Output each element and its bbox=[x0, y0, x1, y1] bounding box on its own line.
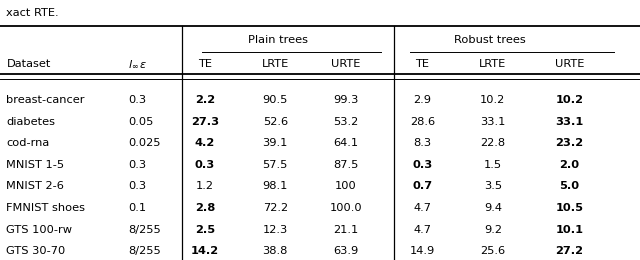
Text: 100.0: 100.0 bbox=[330, 203, 362, 213]
Text: URTE: URTE bbox=[331, 59, 360, 69]
Text: 33.1: 33.1 bbox=[556, 117, 584, 127]
Text: MNIST 2-6: MNIST 2-6 bbox=[6, 181, 64, 191]
Text: 64.1: 64.1 bbox=[333, 138, 358, 148]
Text: 10.2: 10.2 bbox=[556, 95, 584, 105]
Text: cod-rna: cod-rna bbox=[6, 138, 50, 148]
Text: 52.6: 52.6 bbox=[262, 117, 288, 127]
Text: Plain trees: Plain trees bbox=[248, 35, 308, 45]
Text: Robust trees: Robust trees bbox=[454, 35, 525, 45]
Text: 21.1: 21.1 bbox=[333, 225, 358, 235]
Text: 9.2: 9.2 bbox=[484, 225, 502, 235]
Text: GTS 30-70: GTS 30-70 bbox=[6, 246, 66, 256]
Text: 98.1: 98.1 bbox=[262, 181, 288, 191]
Text: 25.6: 25.6 bbox=[480, 246, 506, 256]
Text: Dataset: Dataset bbox=[6, 59, 51, 69]
Text: 8/255: 8/255 bbox=[128, 246, 161, 256]
Text: 3.5: 3.5 bbox=[484, 181, 502, 191]
Text: $l_{\infty}\,\epsilon$: $l_{\infty}\,\epsilon$ bbox=[128, 58, 148, 70]
Text: 5.0: 5.0 bbox=[559, 181, 580, 191]
Text: GTS 100-rw: GTS 100-rw bbox=[6, 225, 72, 235]
Text: 2.9: 2.9 bbox=[413, 95, 431, 105]
Text: 2.2: 2.2 bbox=[195, 95, 215, 105]
Text: 0.3: 0.3 bbox=[412, 160, 433, 170]
Text: LRTE: LRTE bbox=[262, 59, 289, 69]
Text: 57.5: 57.5 bbox=[262, 160, 288, 170]
Text: LRTE: LRTE bbox=[479, 59, 506, 69]
Text: 14.2: 14.2 bbox=[191, 246, 219, 256]
Text: 10.2: 10.2 bbox=[480, 95, 506, 105]
Text: 22.8: 22.8 bbox=[480, 138, 506, 148]
Text: MNIST 1-5: MNIST 1-5 bbox=[6, 160, 65, 170]
Text: 39.1: 39.1 bbox=[262, 138, 288, 148]
Text: TE: TE bbox=[415, 59, 429, 69]
Text: 27.3: 27.3 bbox=[191, 117, 219, 127]
Text: TE: TE bbox=[198, 59, 212, 69]
Text: 2.0: 2.0 bbox=[559, 160, 580, 170]
Text: 90.5: 90.5 bbox=[262, 95, 288, 105]
Text: 0.05: 0.05 bbox=[128, 117, 154, 127]
Text: 1.2: 1.2 bbox=[196, 181, 214, 191]
Text: 10.1: 10.1 bbox=[556, 225, 584, 235]
Text: 1.5: 1.5 bbox=[484, 160, 502, 170]
Text: 14.9: 14.9 bbox=[410, 246, 435, 256]
Text: 0.7: 0.7 bbox=[412, 181, 433, 191]
Text: 4.2: 4.2 bbox=[195, 138, 215, 148]
Text: breast-cancer: breast-cancer bbox=[6, 95, 85, 105]
Text: 23.2: 23.2 bbox=[556, 138, 584, 148]
Text: 4.7: 4.7 bbox=[413, 203, 431, 213]
Text: 28.6: 28.6 bbox=[410, 117, 435, 127]
Text: 0.025: 0.025 bbox=[128, 138, 161, 148]
Text: 33.1: 33.1 bbox=[480, 117, 506, 127]
Text: 0.1: 0.1 bbox=[128, 203, 146, 213]
Text: 8.3: 8.3 bbox=[413, 138, 431, 148]
Text: 100: 100 bbox=[335, 181, 356, 191]
Text: FMNIST shoes: FMNIST shoes bbox=[6, 203, 85, 213]
Text: 27.2: 27.2 bbox=[556, 246, 584, 256]
Text: 99.3: 99.3 bbox=[333, 95, 358, 105]
Text: 0.3: 0.3 bbox=[128, 160, 146, 170]
Text: 0.3: 0.3 bbox=[195, 160, 215, 170]
Text: 0.3: 0.3 bbox=[128, 95, 146, 105]
Text: 12.3: 12.3 bbox=[262, 225, 288, 235]
Text: 53.2: 53.2 bbox=[333, 117, 358, 127]
Text: 8/255: 8/255 bbox=[128, 225, 161, 235]
Text: 2.8: 2.8 bbox=[195, 203, 215, 213]
Text: 2.5: 2.5 bbox=[195, 225, 215, 235]
Text: 10.5: 10.5 bbox=[556, 203, 584, 213]
Text: 63.9: 63.9 bbox=[333, 246, 358, 256]
Text: 87.5: 87.5 bbox=[333, 160, 358, 170]
Text: 38.8: 38.8 bbox=[262, 246, 288, 256]
Text: URTE: URTE bbox=[555, 59, 584, 69]
Text: 4.7: 4.7 bbox=[413, 225, 431, 235]
Text: 0.3: 0.3 bbox=[128, 181, 146, 191]
Text: 72.2: 72.2 bbox=[262, 203, 288, 213]
Text: 9.4: 9.4 bbox=[484, 203, 502, 213]
Text: diabetes: diabetes bbox=[6, 117, 56, 127]
Text: xact RTE.: xact RTE. bbox=[6, 8, 59, 18]
